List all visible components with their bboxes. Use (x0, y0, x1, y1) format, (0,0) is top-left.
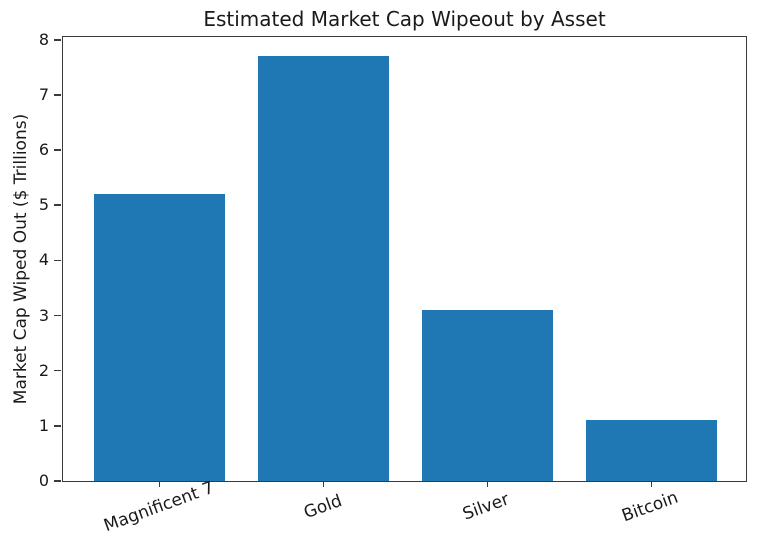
plot-area: 0 1 2 3 4 5 6 7 8 (39, 30, 747, 490)
bar-silver (421, 310, 553, 481)
y-tick-mark-5 (54, 204, 62, 206)
y-tick-label-3: 3 (38, 305, 49, 325)
y-tick-mark-7 (54, 94, 62, 96)
x-tick-mark-bitcoin (650, 481, 653, 487)
x-tick-label-gold: Gold (300, 490, 345, 524)
y-tick-mark-6 (54, 149, 62, 151)
bar-bitcoin (585, 420, 717, 481)
y-tick-label-1: 1 (38, 415, 49, 435)
y-tick-mark-4 (54, 259, 62, 262)
x-axis-labels: Magnificent 7 Gold Silver Bitcoin (62, 478, 747, 554)
y-tick-label-8: 8 (38, 29, 49, 49)
x-tick-mark-magnificent-7 (158, 481, 161, 487)
x-tick-mark-gold (322, 481, 325, 487)
y-tick-label-6: 6 (38, 140, 49, 160)
x-tick-label-bitcoin: Bitcoin (619, 487, 682, 527)
y-tick-mark-8 (54, 38, 62, 41)
chart-title: Estimated Market Cap Wipeout by Asset (203, 7, 606, 31)
y-tick-label-0: 0 (38, 471, 49, 490)
y-tick-label-5: 5 (38, 195, 49, 215)
y-tick-label-4: 4 (38, 250, 49, 270)
x-tick-label-silver: Silver (460, 489, 513, 525)
bar-magnificent-7 (94, 194, 226, 481)
y-tick-mark-0 (54, 480, 62, 482)
x-tick-mark-silver (486, 481, 489, 487)
y-tick-label-7: 7 (38, 84, 49, 104)
y-tick-label-2: 2 (38, 360, 49, 380)
y-tick-mark-1 (54, 425, 62, 427)
bar-gold (258, 56, 390, 481)
y-tick-mark-2 (54, 369, 62, 372)
y-tick-mark-3 (54, 314, 62, 317)
